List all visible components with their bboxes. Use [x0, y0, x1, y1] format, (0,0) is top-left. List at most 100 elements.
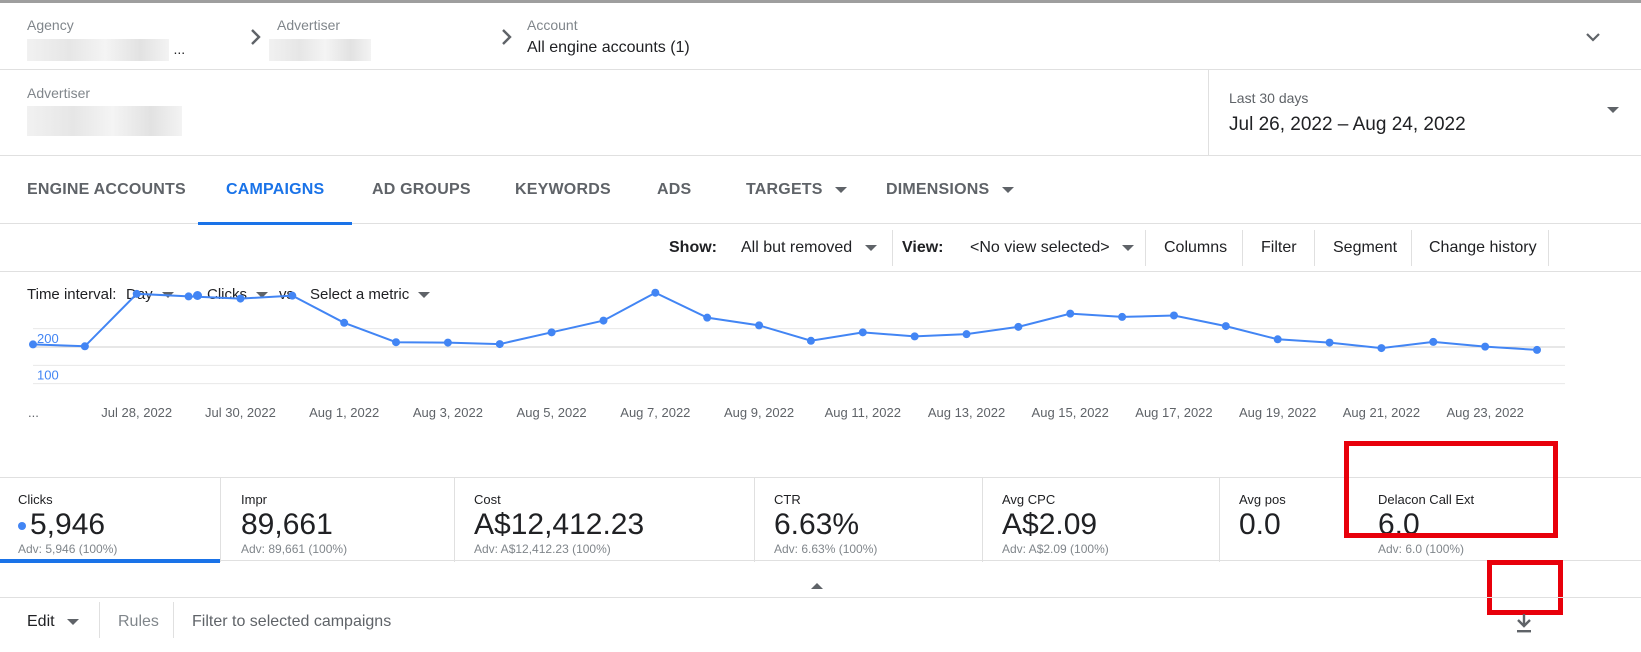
metric-label: Avg pos: [1239, 492, 1286, 507]
x-tick-label: ...: [28, 405, 39, 420]
expand-more-icon[interactable]: [1581, 25, 1605, 49]
data-point[interactable]: [1118, 312, 1127, 321]
dropdown-arrow-icon: [418, 292, 431, 299]
data-point[interactable]: [1066, 309, 1075, 318]
data-point[interactable]: [1273, 335, 1282, 344]
metric-value: 89,661: [241, 508, 333, 541]
data-point[interactable]: [184, 292, 193, 301]
x-tick-label: Aug 1, 2022: [309, 405, 379, 420]
data-point[interactable]: [288, 291, 297, 300]
breadcrumb-account[interactable]: Account All engine accounts (1): [527, 17, 690, 61]
data-point[interactable]: [1377, 344, 1386, 353]
data-point[interactable]: [132, 289, 141, 298]
show-value: All but removed: [741, 239, 853, 256]
compare-dropdown[interactable]: Select a metric: [310, 286, 431, 303]
x-tick-label: Aug 13, 2022: [928, 405, 1005, 420]
date-range-picker[interactable]: Last 30 days Jul 26, 2022 – Aug 24, 2022: [1208, 70, 1641, 156]
agency-redacted: [27, 39, 169, 61]
change-history-button[interactable]: Change history: [1429, 239, 1537, 256]
data-point[interactable]: [29, 340, 37, 349]
metric-value: 5,946: [18, 509, 220, 541]
data-point[interactable]: [806, 336, 815, 345]
data-point[interactable]: [858, 328, 867, 337]
breadcrumb-advertiser[interactable]: Advertiser: [269, 17, 371, 61]
data-point[interactable]: [755, 321, 764, 330]
view-value: <No view selected>: [970, 239, 1110, 256]
table-actions-bar: Edit Rules Filter to selected campaigns: [0, 597, 1641, 652]
show-dropdown[interactable]: All but removed: [741, 224, 877, 272]
data-point[interactable]: [1429, 337, 1438, 346]
metric-card-clicks[interactable]: Clicks 5,946 Adv: 5,946 (100%): [0, 478, 221, 563]
metric-value: 0.0: [1239, 508, 1281, 541]
data-point[interactable]: [443, 338, 452, 347]
tab-ad-groups[interactable]: AD GROUPS: [372, 181, 471, 198]
data-point[interactable]: [1169, 311, 1178, 320]
metric-label: Impr: [241, 492, 267, 507]
tab-dimensions[interactable]: DIMENSIONS: [886, 156, 1014, 224]
x-tick-label: Aug 17, 2022: [1135, 405, 1212, 420]
data-point[interactable]: [1014, 322, 1023, 331]
agency-label: Agency: [27, 17, 74, 33]
data-point[interactable]: [962, 330, 971, 339]
data-point[interactable]: [547, 328, 556, 337]
date-range-value: Jul 26, 2022 – Aug 24, 2022: [1229, 114, 1466, 135]
filter-selected-button[interactable]: Filter to selected campaigns: [192, 613, 392, 630]
metric-card-impr[interactable]: Impr 89,661 Adv: 89,661 (100%): [221, 478, 455, 562]
data-point[interactable]: [1325, 338, 1334, 347]
dropdown-arrow-icon: [256, 292, 269, 299]
data-point[interactable]: [1533, 345, 1541, 354]
metric-card-avg-pos[interactable]: Avg pos 0.0: [1220, 478, 1359, 562]
collapse-up-icon[interactable]: [811, 583, 823, 589]
data-point[interactable]: [1221, 322, 1230, 331]
columns-button[interactable]: Columns: [1164, 239, 1228, 256]
y-tick-label: 200: [37, 331, 59, 346]
data-point[interactable]: [340, 318, 349, 327]
table-toolbar: Show: All but removed View: <No view sel…: [0, 224, 1641, 272]
dropdown-arrow-icon: [1002, 186, 1014, 193]
download-icon[interactable]: [1514, 612, 1534, 634]
show-label: Show:: [669, 239, 717, 256]
tab-engine-accounts[interactable]: ENGINE ACCOUNTS: [27, 181, 186, 198]
data-point[interactable]: [495, 340, 504, 349]
tab-targets[interactable]: TARGETS: [746, 156, 848, 224]
tab-keywords[interactable]: KEYWORDS: [515, 181, 611, 198]
x-tick-label: Aug 21, 2022: [1343, 405, 1420, 420]
data-point[interactable]: [599, 316, 608, 325]
metric-card-ctr[interactable]: CTR 6.63% Adv: 6.63% (100%): [755, 478, 983, 562]
breadcrumb-agency[interactable]: Agency ...: [27, 17, 185, 61]
advertiser-selector[interactable]: Advertiser: [0, 70, 1208, 156]
view-dropdown[interactable]: <No view selected>: [970, 224, 1135, 272]
tab-campaigns[interactable]: CAMPAIGNS: [197, 156, 353, 225]
highlight-box-download: [1487, 560, 1563, 615]
metric-sub: Adv: 5,946 (100%): [18, 542, 118, 556]
divider: [1548, 230, 1549, 266]
data-point[interactable]: [236, 294, 245, 303]
data-point[interactable]: [703, 313, 712, 322]
account-value: All engine accounts (1): [527, 39, 690, 56]
series-dot: [18, 522, 26, 531]
x-tick-label: Jul 30, 2022: [205, 405, 276, 420]
metric-label: Cost: [474, 492, 501, 507]
segment-button[interactable]: Segment: [1333, 239, 1398, 256]
data-point[interactable]: [651, 288, 660, 297]
filter-button[interactable]: Filter: [1261, 239, 1297, 256]
date-range-label: Last 30 days: [1229, 90, 1309, 106]
view-label: View:: [902, 239, 944, 256]
data-point[interactable]: [80, 342, 89, 351]
divider: [99, 602, 100, 638]
advertiser-redacted: [269, 39, 371, 61]
rules-button[interactable]: Rules: [118, 613, 159, 630]
data-point[interactable]: [910, 332, 919, 341]
clicks-line-chart: 100 200... Jul 28, 2022 Jul 30, 2022 Aug 1, …: [28, 288, 1565, 420]
data-point[interactable]: [392, 338, 401, 347]
time-interval-label: Time interval:: [27, 286, 117, 303]
edit-dropdown[interactable]: Edit: [27, 598, 80, 646]
metric-card-cost[interactable]: Cost A$12,412.23 Adv: A$12,412.23 (100%): [455, 478, 755, 562]
divider: [173, 602, 174, 638]
tab-ads[interactable]: ADS: [657, 181, 692, 198]
dropdown-arrow-icon: [864, 244, 877, 251]
data-point[interactable]: [1481, 342, 1490, 351]
metric-card-avg-cpc[interactable]: Avg CPC A$2.09 Adv: A$2.09 (100%): [983, 478, 1220, 562]
x-tick-label: Jul 28, 2022: [101, 405, 172, 420]
advertiser-selector-redacted: [27, 106, 182, 136]
